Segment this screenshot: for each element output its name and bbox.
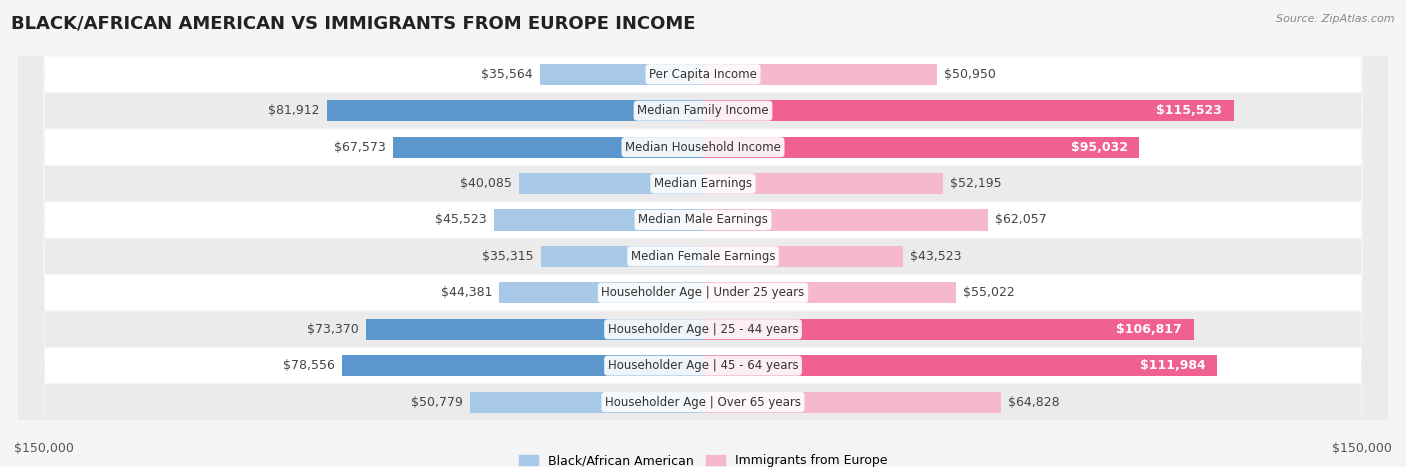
Bar — [366, 318, 703, 340]
Text: $45,523: $45,523 — [436, 213, 486, 226]
Text: $50,950: $50,950 — [943, 68, 995, 81]
Bar — [519, 173, 703, 194]
Text: Householder Age | 45 - 64 years: Householder Age | 45 - 64 years — [607, 359, 799, 372]
Bar — [392, 136, 703, 158]
Text: $35,564: $35,564 — [481, 68, 533, 81]
Text: $111,984: $111,984 — [1140, 359, 1206, 372]
Text: Householder Age | Under 25 years: Householder Age | Under 25 years — [602, 286, 804, 299]
Bar — [703, 391, 1001, 413]
FancyBboxPatch shape — [17, 0, 1389, 467]
Text: $115,523: $115,523 — [1156, 104, 1222, 117]
FancyBboxPatch shape — [17, 0, 1389, 467]
Text: Source: ZipAtlas.com: Source: ZipAtlas.com — [1277, 14, 1395, 24]
Text: $35,315: $35,315 — [482, 250, 534, 263]
Text: $150,000: $150,000 — [14, 442, 75, 455]
Text: Median Household Income: Median Household Income — [626, 141, 780, 154]
FancyBboxPatch shape — [17, 0, 1389, 467]
FancyBboxPatch shape — [17, 0, 1389, 467]
Text: Median Female Earnings: Median Female Earnings — [631, 250, 775, 263]
Legend: Black/African American, Immigrants from Europe: Black/African American, Immigrants from … — [513, 449, 893, 467]
Text: Median Male Earnings: Median Male Earnings — [638, 213, 768, 226]
Text: $67,573: $67,573 — [335, 141, 385, 154]
Text: $62,057: $62,057 — [995, 213, 1046, 226]
Text: Per Capita Income: Per Capita Income — [650, 68, 756, 81]
Bar — [703, 100, 1233, 121]
FancyBboxPatch shape — [17, 0, 1389, 467]
Bar — [703, 282, 956, 304]
Text: $150,000: $150,000 — [1331, 442, 1392, 455]
Text: Median Earnings: Median Earnings — [654, 177, 752, 190]
Bar — [703, 173, 943, 194]
FancyBboxPatch shape — [17, 0, 1389, 467]
Bar — [470, 391, 703, 413]
Bar — [703, 246, 903, 267]
Text: Householder Age | Over 65 years: Householder Age | Over 65 years — [605, 396, 801, 409]
Bar — [703, 318, 1194, 340]
Bar — [541, 246, 703, 267]
Text: Median Family Income: Median Family Income — [637, 104, 769, 117]
Text: $43,523: $43,523 — [910, 250, 962, 263]
Bar — [703, 64, 936, 85]
FancyBboxPatch shape — [17, 0, 1389, 467]
Bar — [703, 209, 988, 231]
FancyBboxPatch shape — [17, 0, 1389, 467]
Text: $78,556: $78,556 — [284, 359, 335, 372]
Bar — [326, 100, 703, 121]
Text: $73,370: $73,370 — [308, 323, 359, 336]
Text: $50,779: $50,779 — [411, 396, 463, 409]
Text: $40,085: $40,085 — [460, 177, 512, 190]
Text: $95,032: $95,032 — [1071, 141, 1128, 154]
Text: Householder Age | 25 - 44 years: Householder Age | 25 - 44 years — [607, 323, 799, 336]
Text: $81,912: $81,912 — [269, 104, 321, 117]
Text: $64,828: $64,828 — [1008, 396, 1059, 409]
Text: BLACK/AFRICAN AMERICAN VS IMMIGRANTS FROM EUROPE INCOME: BLACK/AFRICAN AMERICAN VS IMMIGRANTS FRO… — [11, 14, 696, 32]
Text: $55,022: $55,022 — [963, 286, 1014, 299]
Text: $44,381: $44,381 — [440, 286, 492, 299]
Bar — [499, 282, 703, 304]
Bar — [703, 136, 1139, 158]
Text: $106,817: $106,817 — [1116, 323, 1182, 336]
Bar — [342, 355, 703, 376]
FancyBboxPatch shape — [17, 0, 1389, 467]
FancyBboxPatch shape — [17, 0, 1389, 467]
Bar — [540, 64, 703, 85]
Bar — [703, 355, 1218, 376]
Bar — [494, 209, 703, 231]
Text: $52,195: $52,195 — [949, 177, 1001, 190]
